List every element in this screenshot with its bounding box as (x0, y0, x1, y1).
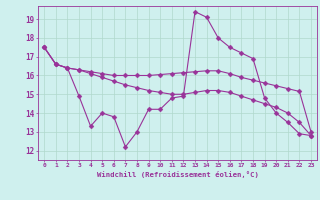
X-axis label: Windchill (Refroidissement éolien,°C): Windchill (Refroidissement éolien,°C) (97, 171, 259, 178)
